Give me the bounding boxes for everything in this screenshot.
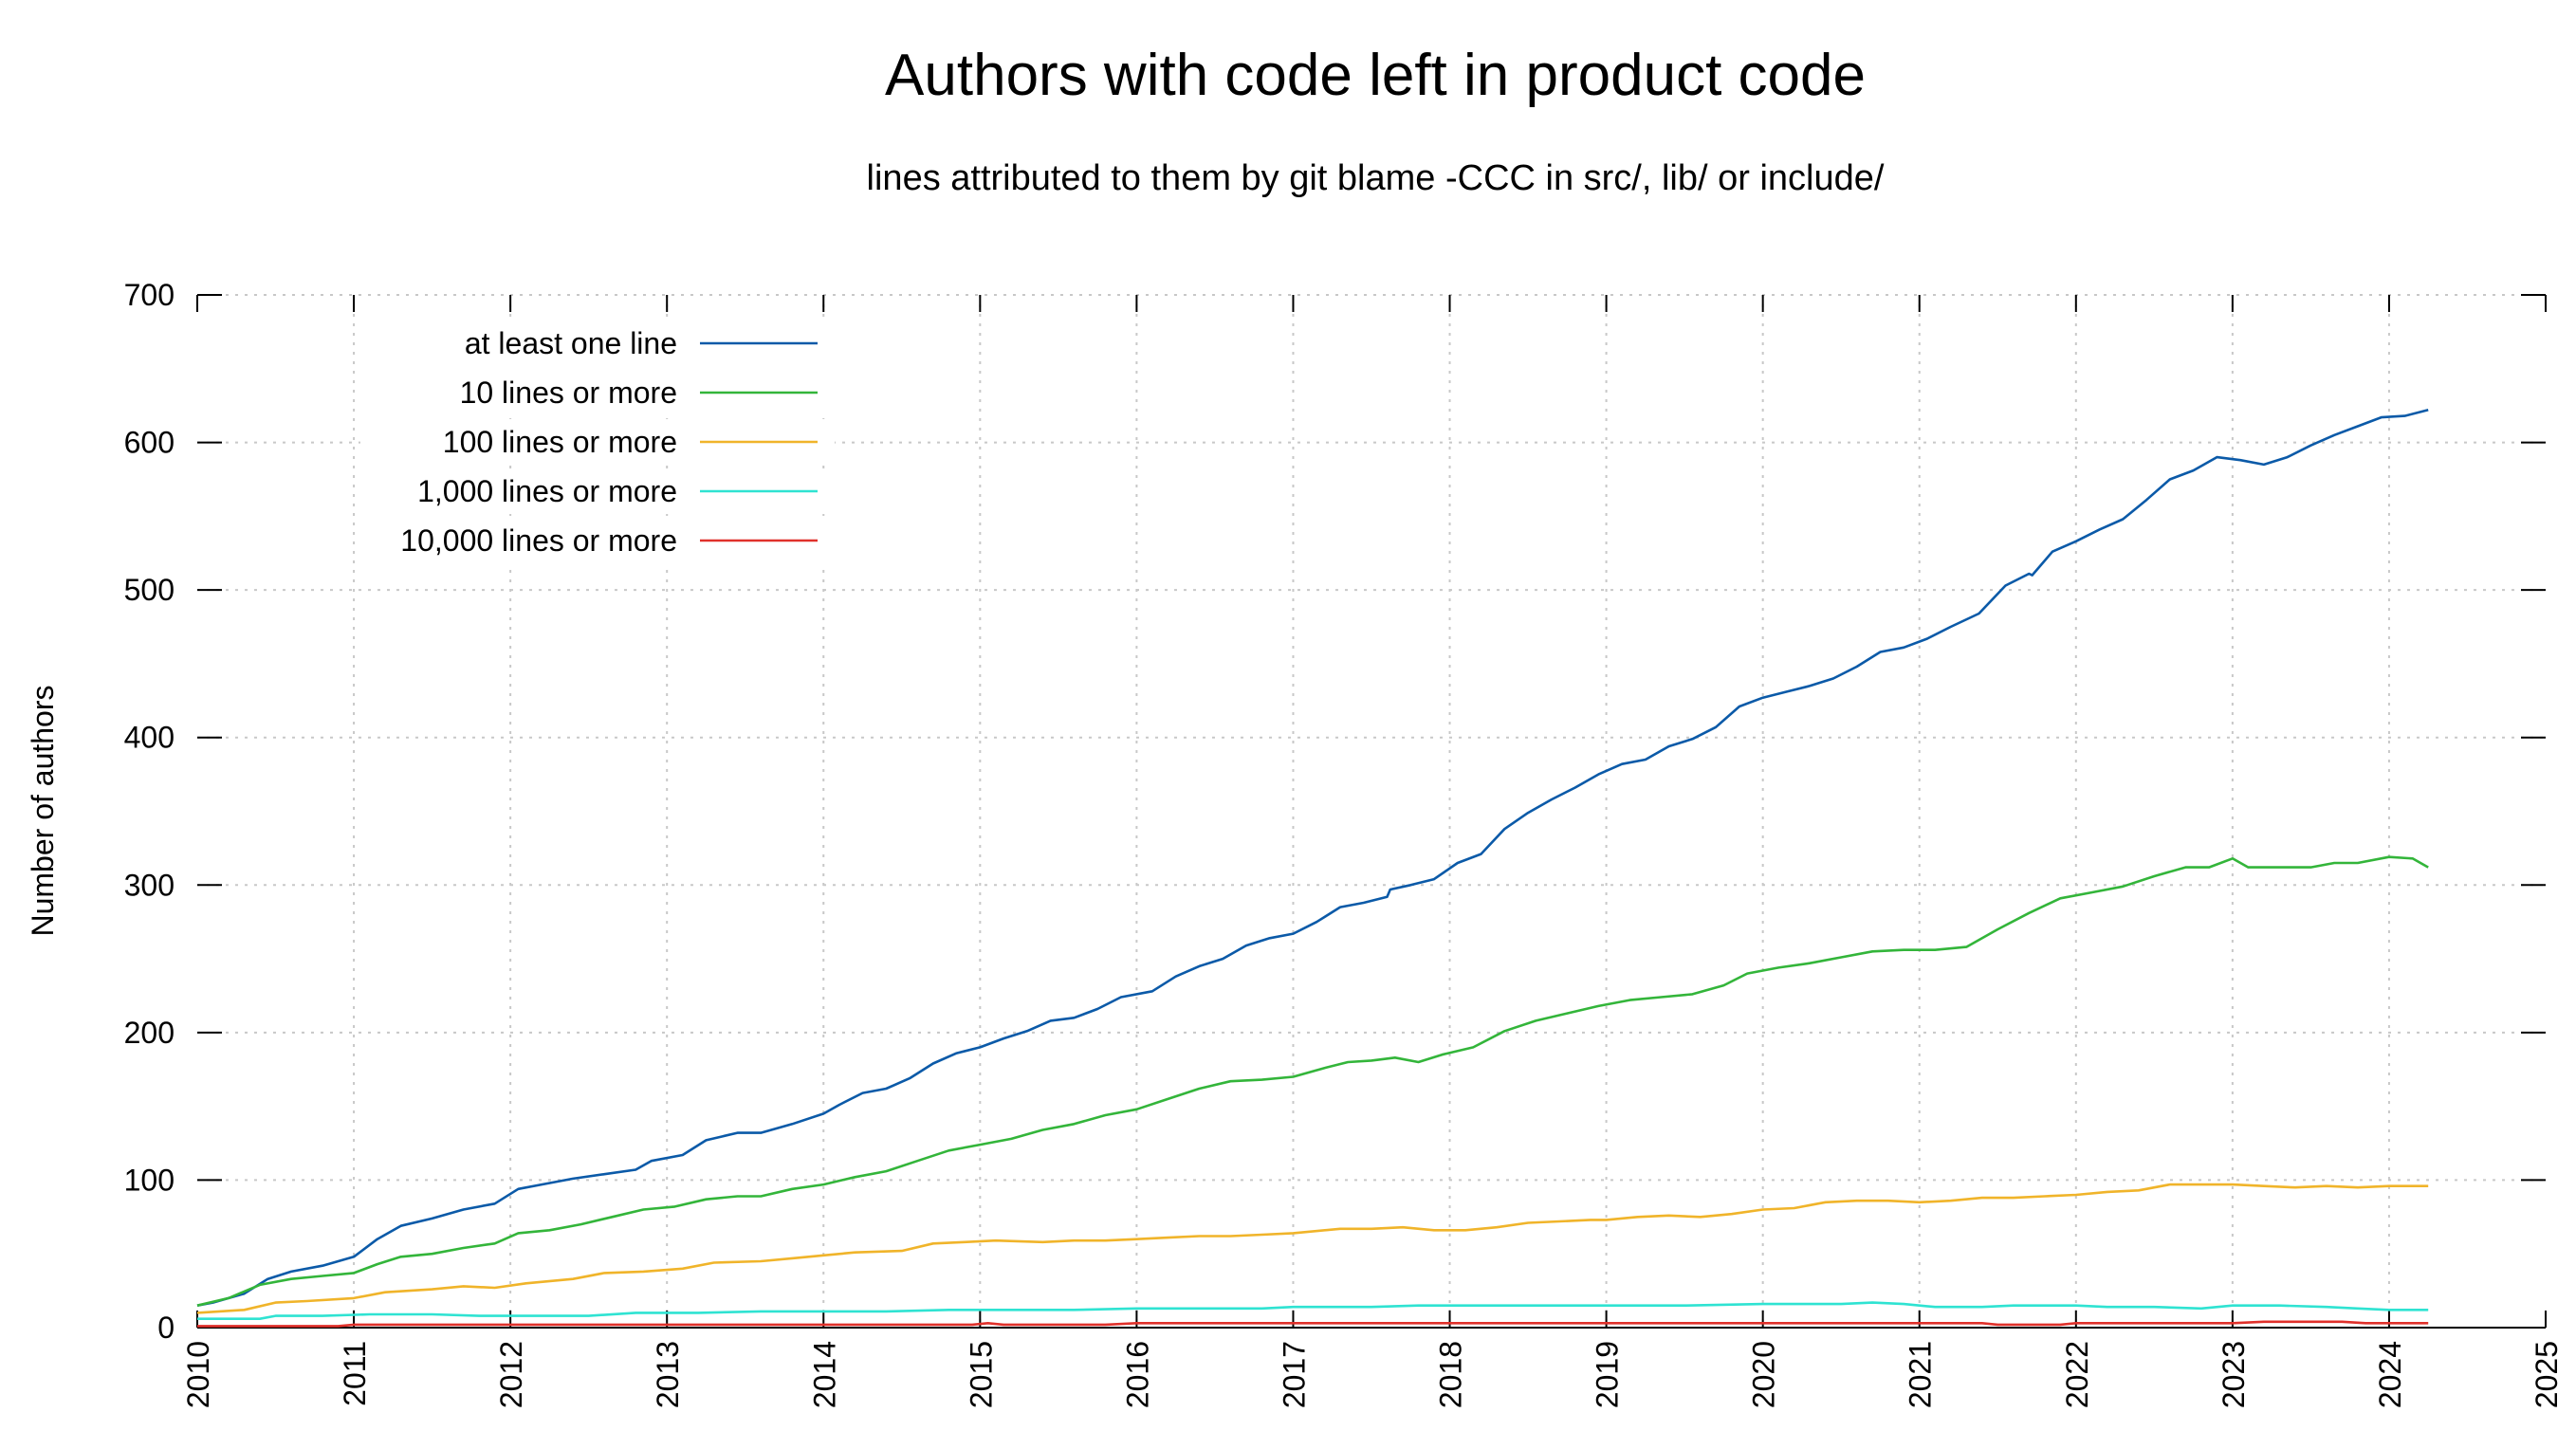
y-tick-label: 100 [124,1163,175,1197]
x-tick-label: 2022 [2060,1341,2094,1408]
x-tick-label: 2011 [338,1341,372,1406]
series-lines [196,409,2429,1328]
x-tick-label: 2025 [2530,1341,2564,1408]
x-tick-label: 2016 [1120,1341,1154,1408]
chart-subtitle: lines attributed to them by git blame -C… [867,158,1885,198]
legend-label: 100 lines or more [443,425,677,459]
x-tick-label: 2017 [1277,1341,1311,1408]
chart-title: Authors with code left in product code [885,43,1866,108]
legend-label: 1,000 lines or more [417,474,677,508]
x-tick-label: 2013 [651,1341,685,1408]
x-tick-label: 2019 [1591,1341,1625,1408]
y-tick-label: 600 [124,426,175,460]
y-tick-label: 200 [124,1016,175,1050]
y-tick-label: 300 [124,868,175,902]
x-tick-label: 2010 [181,1341,215,1408]
y-tick-label: 0 [157,1311,175,1345]
axes: 2010 2011 2012 2013 2014 2015 2016 2017 2018 2019… [124,278,2564,1408]
series-line-2 [196,855,2429,1307]
y-axis-label: Number of authors [26,685,60,936]
series-line-5 [197,1320,2429,1328]
x-tick-label: 2018 [1434,1341,1468,1408]
legend: at least one line 10 lines or more 100 lin… [360,321,835,563]
legend-label: 10,000 lines or more [400,523,677,558]
y-tick-label: 700 [124,278,175,312]
x-tick-label: 2024 [2373,1341,2407,1408]
series-line-3 [196,1183,2429,1314]
legend-label: 10 lines or more [460,376,677,410]
y-tick-label: 500 [124,573,175,607]
x-tick-label: 2021 [1904,1341,1938,1408]
x-tick-label: 2012 [494,1341,528,1408]
x-tick-label: 2023 [2217,1341,2251,1408]
series-line-4 [197,1301,2429,1320]
legend-label: at least one line [465,326,677,360]
x-tick-label: 2015 [964,1341,998,1408]
x-tick-label: 2014 [807,1341,841,1408]
x-tick-label: 2020 [1747,1341,1781,1408]
y-tick-label: 400 [124,721,175,755]
series-line-1 [196,409,2429,1307]
